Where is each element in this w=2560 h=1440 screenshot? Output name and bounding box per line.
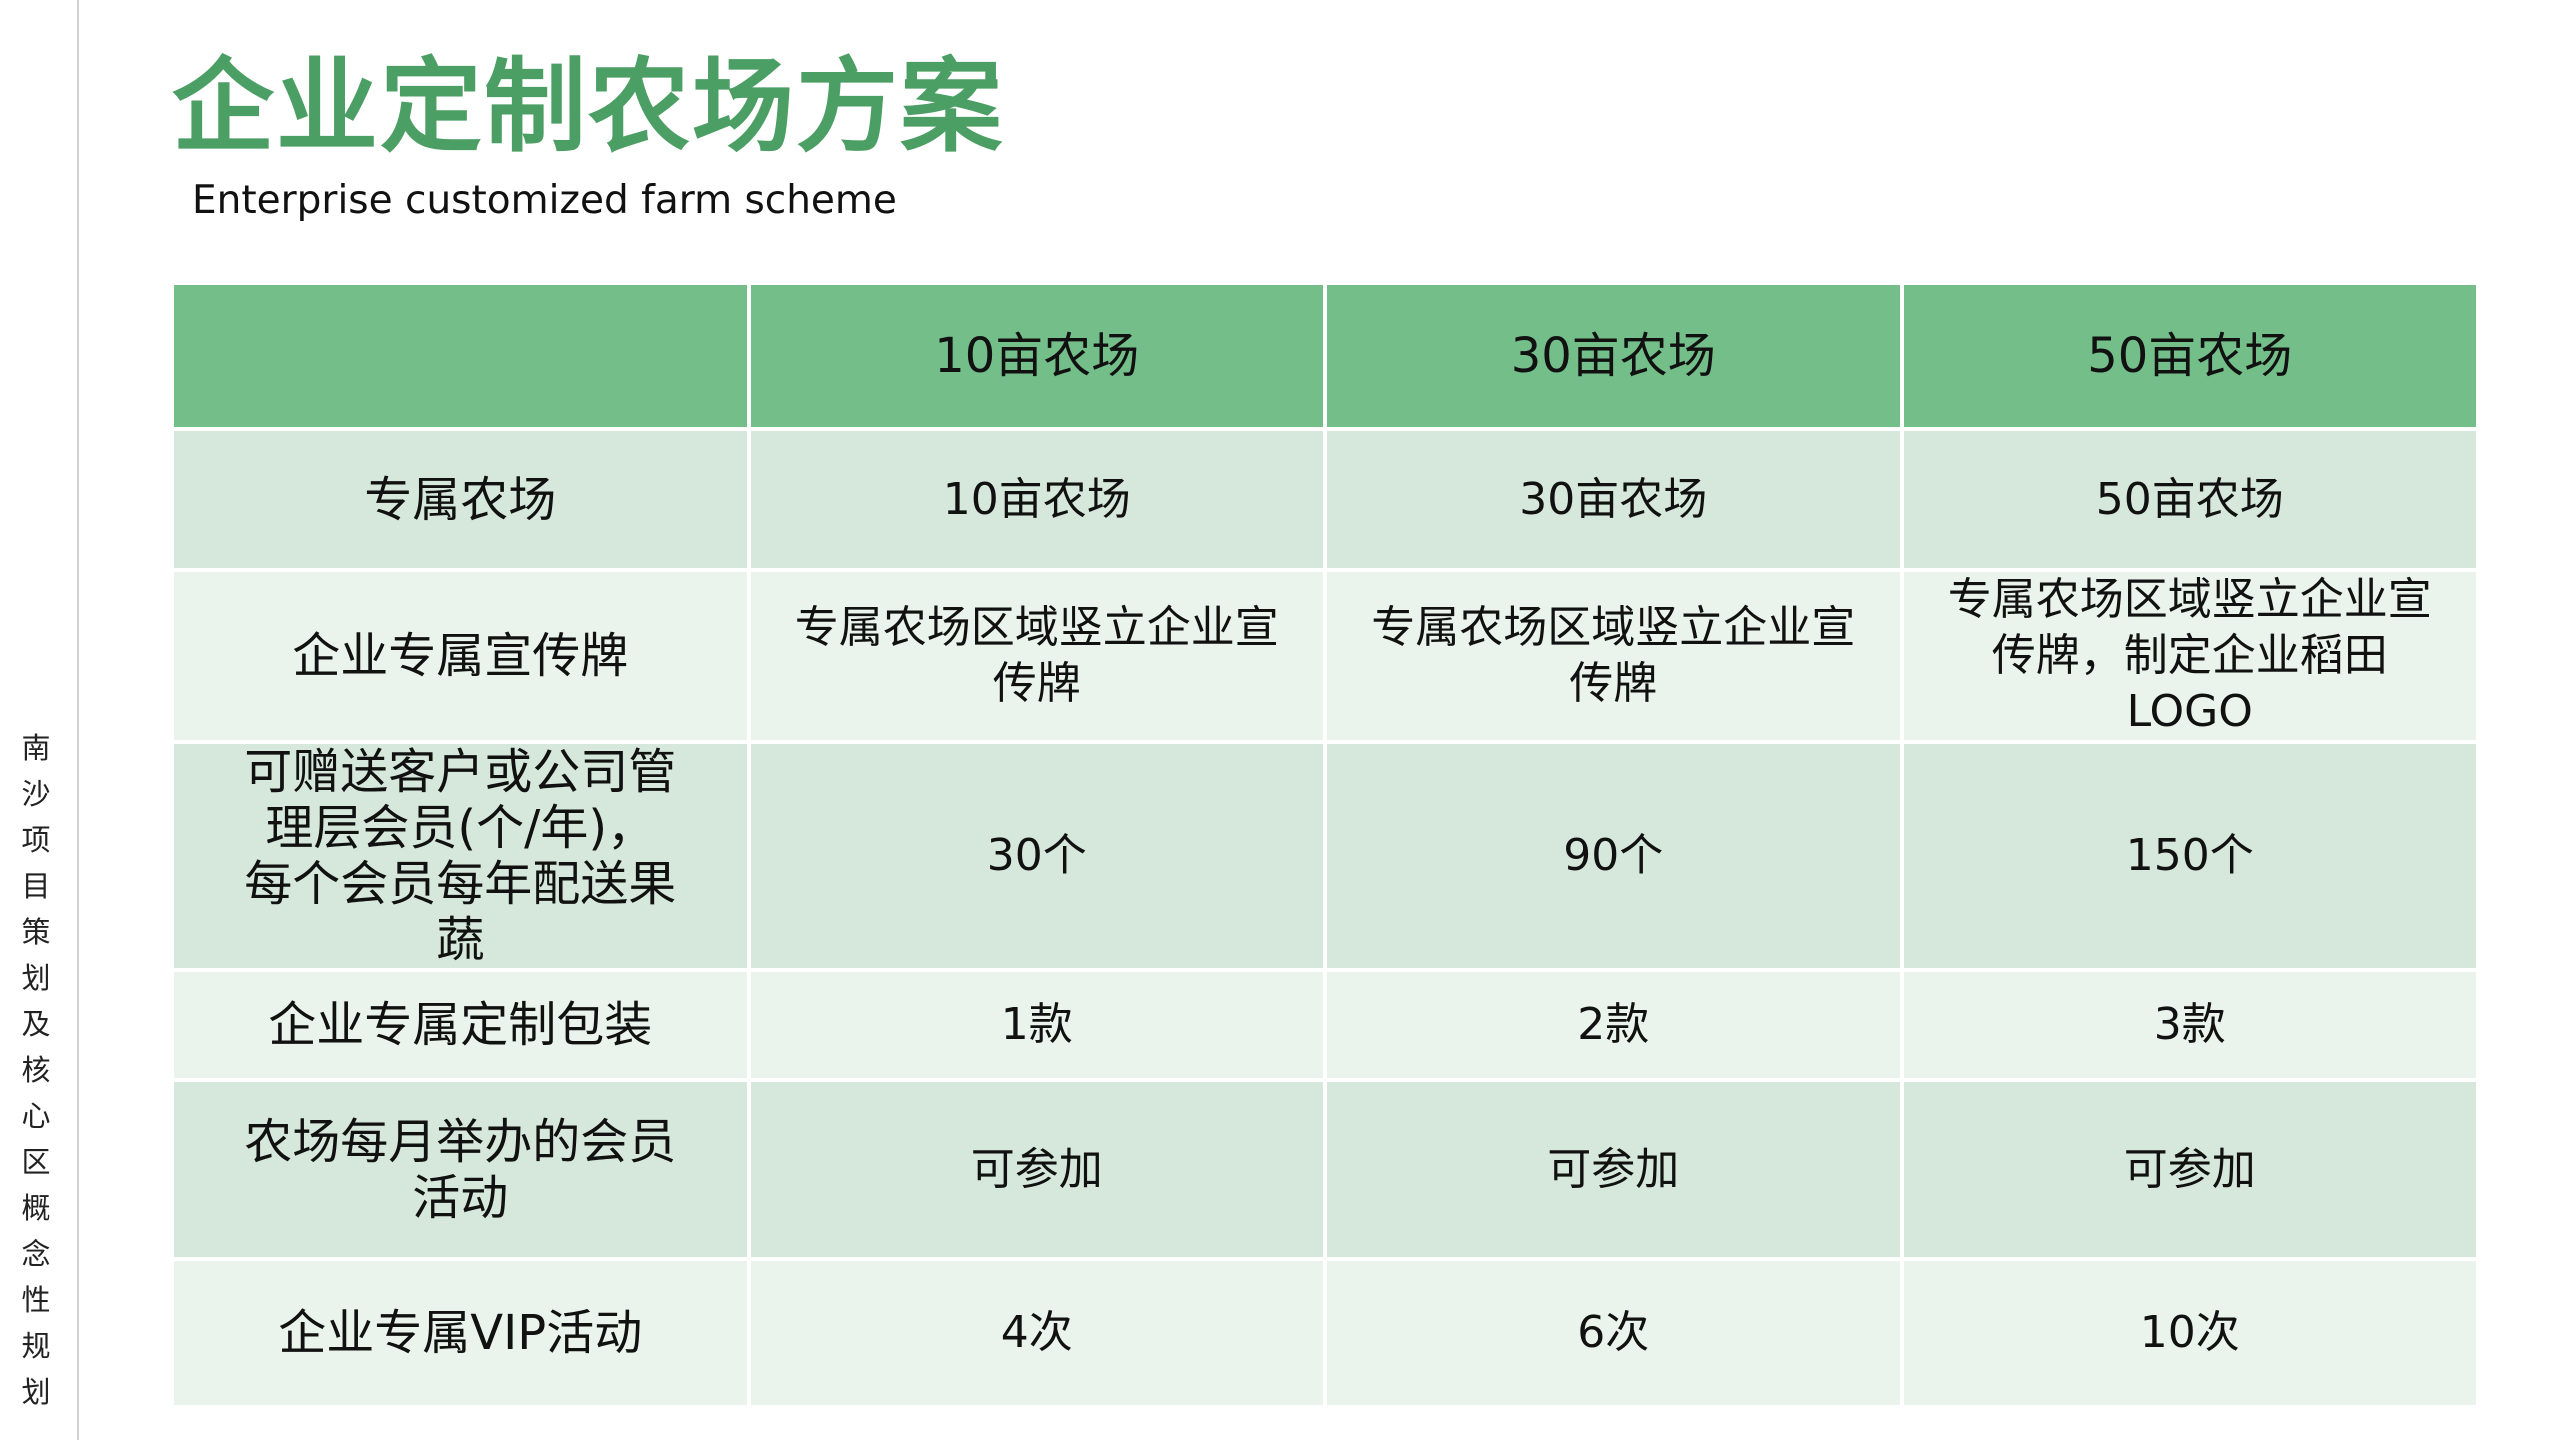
divider-line bbox=[77, 0, 79, 1440]
header-cell: 30亩农场 bbox=[1327, 285, 1900, 427]
sidebar-text: 南沙项目策划及核心区概念性规划 bbox=[21, 731, 51, 1409]
table-cell: 1款 bbox=[750, 972, 1323, 1078]
table-cell: 专属农场区域竖立企业宣传牌，制定企业稻田LOGO bbox=[1903, 572, 2476, 740]
row-label: 企业专属宣传牌 bbox=[174, 572, 747, 740]
table-cell: 10亩农场 bbox=[750, 431, 1323, 568]
table-cell: 30个 bbox=[750, 744, 1323, 968]
table-row: 企业专属宣传牌 专属农场区域竖立企业宣传牌 专属农场区域竖立企业宣传牌 专属农场区域竖… bbox=[174, 572, 2476, 740]
table-cell: 3款 bbox=[1903, 972, 2476, 1078]
row-label: 可赠送客户或公司管理层会员(个/年)，每个会员每年配送果蔬 bbox=[174, 744, 747, 968]
table-cell: 50亩农场 bbox=[1903, 431, 2476, 568]
table-row: 农场每月举办的会员活动 可参加 可参加 可参加 bbox=[174, 1082, 2476, 1257]
table-cell: 专属农场区域竖立企业宣传牌 bbox=[1327, 572, 1900, 740]
table-row: 可赠送客户或公司管理层会员(个/年)，每个会员每年配送果蔬 30个 90个 150个 bbox=[174, 744, 2476, 968]
table-row: 企业专属定制包装 1款 2款 3款 bbox=[174, 972, 2476, 1078]
table-cell: 可参加 bbox=[1327, 1082, 1900, 1257]
table-cell: 2款 bbox=[1327, 972, 1900, 1078]
table-cell: 90个 bbox=[1327, 744, 1900, 968]
row-label: 农场每月举办的会员活动 bbox=[174, 1082, 747, 1257]
header-cell bbox=[174, 285, 747, 427]
table-cell: 专属农场区域竖立企业宣传牌 bbox=[750, 572, 1323, 740]
table-cell: 150个 bbox=[1903, 744, 2476, 968]
table-row: 企业专属VIP活动 4次 6次 10次 bbox=[174, 1261, 2476, 1405]
row-label: 企业专属VIP活动 bbox=[174, 1261, 747, 1405]
table-body: 专属农场 10亩农场 30亩农场 50亩农场 企业专属宣传牌 专属农场区域竖立企业宣传牌专… bbox=[174, 431, 2476, 1405]
subtitle: Enterprise customized farm scheme bbox=[192, 178, 897, 223]
row-label: 企业专属定制包装 bbox=[174, 972, 747, 1078]
header-row: 10亩农场 30亩农场 50亩农场 bbox=[174, 285, 2476, 427]
comparison-table: 10亩农场 30亩农场 50亩农场 专属农场 10亩农场 30亩农场 50亩农场 企业专属宣… bbox=[170, 281, 2480, 1409]
header-cell: 10亩农场 bbox=[750, 285, 1323, 427]
header-cell: 50亩农场 bbox=[1903, 285, 2476, 427]
table-row: 专属农场 10亩农场 30亩农场 50亩农场 bbox=[174, 431, 2476, 568]
table-cell: 可参加 bbox=[750, 1082, 1323, 1257]
table-cell: 6次 bbox=[1327, 1261, 1900, 1405]
table-cell: 可参加 bbox=[1903, 1082, 2476, 1257]
title: 企业定制农场方案 bbox=[172, 48, 1004, 167]
table-cell: 4次 bbox=[750, 1261, 1323, 1405]
row-label: 专属农场 bbox=[174, 431, 747, 568]
table-cell: 10次 bbox=[1903, 1261, 2476, 1405]
table-cell: 30亩农场 bbox=[1327, 431, 1900, 568]
